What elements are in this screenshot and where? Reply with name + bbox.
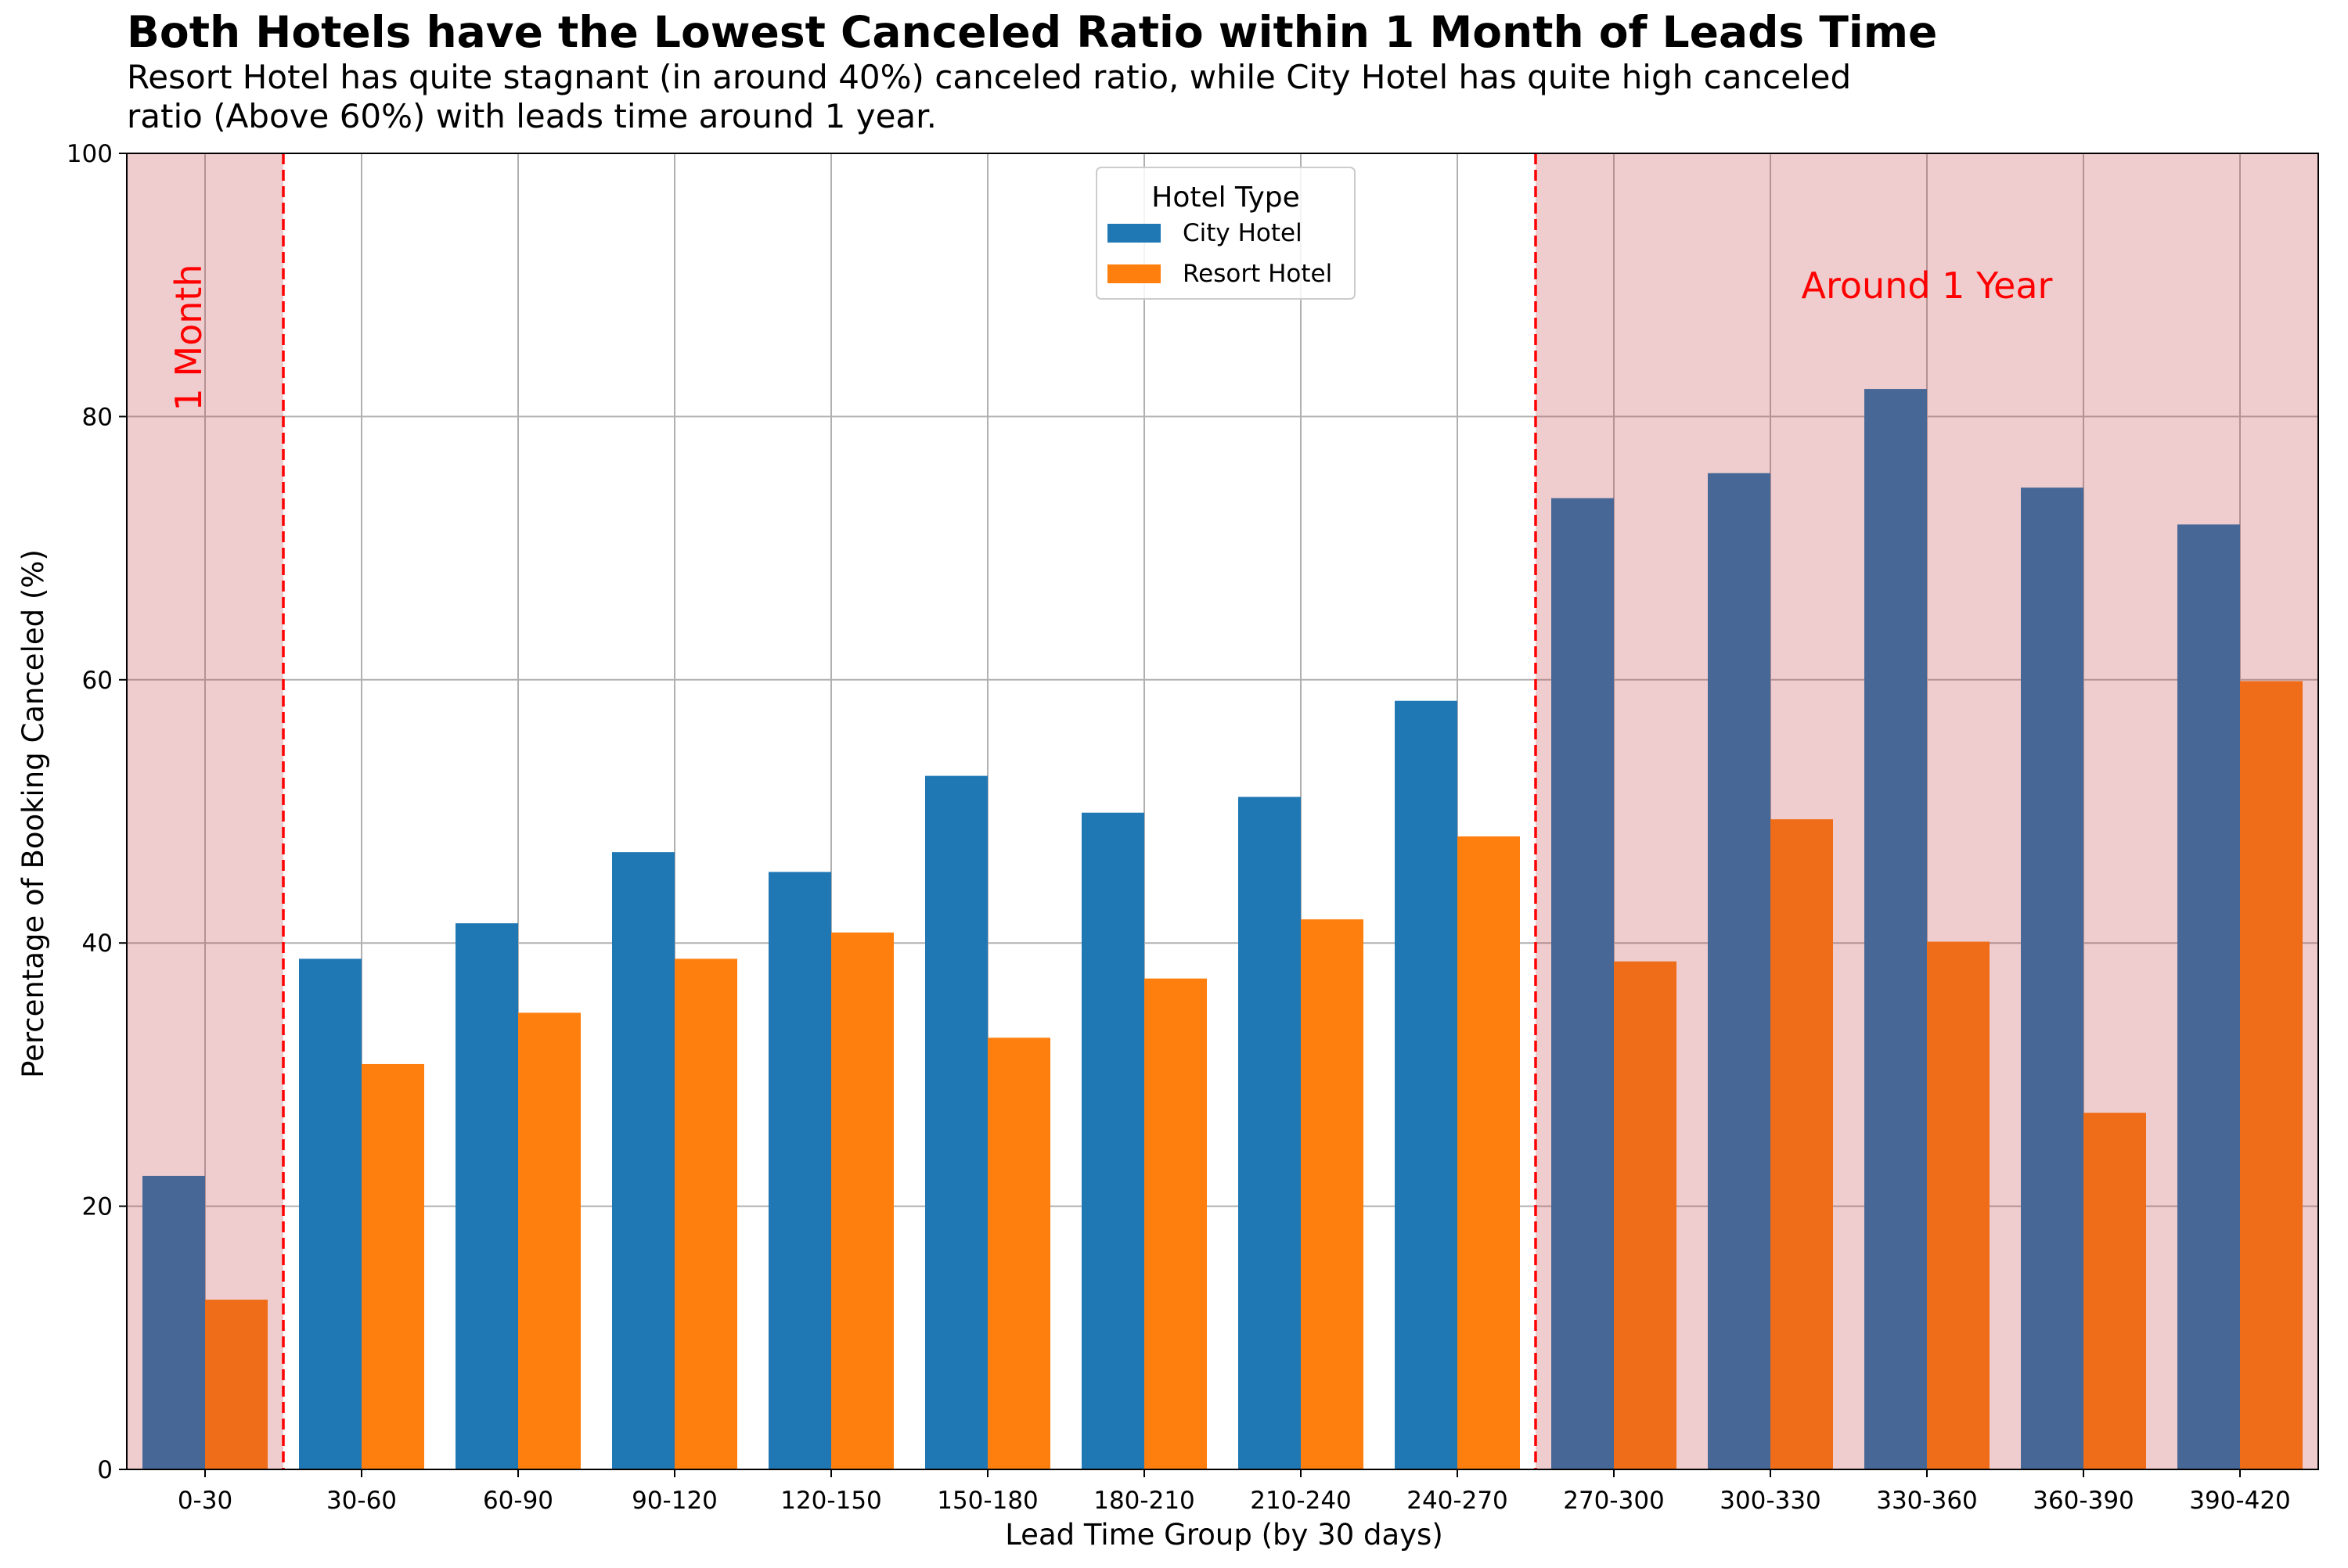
x-tick-label: 240-270 bbox=[1406, 1487, 1508, 1515]
bar-resort-hotel-60-90 bbox=[518, 1012, 581, 1469]
chart-subtitle-line-2: ratio (Above 60%) with leads time around… bbox=[127, 97, 937, 135]
x-tick-label: 150-180 bbox=[937, 1487, 1039, 1515]
bar-resort-hotel-390-420 bbox=[2240, 681, 2303, 1469]
y-axis-label: Percentage of Booking Canceled (%) bbox=[16, 549, 50, 1078]
chart-subtitle-line-1: Resort Hotel has quite stagnant (in arou… bbox=[127, 58, 1851, 96]
bar-resort-hotel-90-120 bbox=[675, 958, 737, 1469]
bar-city-hotel-0-30 bbox=[142, 1175, 205, 1469]
bar-city-hotel-180-210 bbox=[1082, 812, 1144, 1469]
chart-title: Both Hotels have the Lowest Canceled Rat… bbox=[127, 7, 1937, 57]
bar-city-hotel-360-390 bbox=[2021, 487, 2083, 1469]
bar-city-hotel-390-420 bbox=[2177, 524, 2240, 1469]
highlight-region-2 bbox=[1536, 153, 2318, 1469]
y-tick-label: 40 bbox=[82, 930, 113, 958]
bar-resort-hotel-360-390 bbox=[2083, 1113, 2146, 1469]
x-tick-label: 60-90 bbox=[483, 1487, 553, 1515]
bar-resort-hotel-30-60 bbox=[362, 1063, 424, 1469]
x-tick-label: 180-210 bbox=[1093, 1487, 1195, 1515]
bar-city-hotel-270-300 bbox=[1551, 498, 1614, 1469]
x-axis-label: Lead Time Group (by 30 days) bbox=[1005, 1518, 1443, 1552]
bar-resort-hotel-330-360 bbox=[1927, 941, 1990, 1469]
bar-city-hotel-90-120 bbox=[612, 852, 675, 1469]
region-label-1: 1 Month bbox=[167, 264, 210, 411]
plot-frame bbox=[126, 153, 2319, 1470]
plot-area: 1 Month Around 1 Year 0 20 40 60 80 100 0-30 30-6… bbox=[67, 140, 2319, 1515]
y-tick-label: 80 bbox=[82, 403, 113, 431]
x-tick-label: 270-300 bbox=[1563, 1487, 1665, 1515]
x-tick-label: 300-330 bbox=[1720, 1487, 1821, 1515]
bar-city-hotel-330-360 bbox=[1864, 389, 1927, 1469]
x-tick-label: 30-60 bbox=[326, 1487, 397, 1515]
bar-resort-hotel-270-300 bbox=[1614, 961, 1676, 1469]
legend-swatch-1 bbox=[1107, 224, 1161, 243]
bar-resort-hotel-240-270 bbox=[1457, 836, 1520, 1469]
bar-resort-hotel-150-180 bbox=[988, 1038, 1050, 1469]
x-tick-label: 390-420 bbox=[2189, 1487, 2291, 1515]
bar-resort-hotel-120-150 bbox=[831, 932, 894, 1469]
bar-city-hotel-60-90 bbox=[456, 922, 518, 1469]
bar-city-hotel-120-150 bbox=[769, 872, 831, 1469]
x-tick-label: 0-30 bbox=[178, 1487, 232, 1515]
x-tick-label: 330-360 bbox=[1876, 1487, 1978, 1515]
legend-swatch-2 bbox=[1107, 264, 1161, 283]
y-tick-label: 100 bbox=[67, 140, 113, 168]
legend-label-2: Resort Hotel bbox=[1183, 260, 1332, 288]
legend-box bbox=[1096, 167, 1356, 300]
highlight-region-1 bbox=[127, 153, 283, 1469]
bar-resort-hotel-0-30 bbox=[205, 1300, 268, 1469]
y-tick-label: 20 bbox=[82, 1193, 113, 1221]
bar-resort-hotel-210-240 bbox=[1301, 919, 1363, 1469]
bar-city-hotel-210-240 bbox=[1238, 797, 1301, 1469]
x-tick-label: 210-240 bbox=[1250, 1487, 1352, 1515]
x-tick-label: 360-390 bbox=[2033, 1487, 2134, 1515]
region-label-2: Around 1 Year bbox=[1802, 264, 2053, 307]
legend-title: Hotel Type bbox=[1151, 182, 1300, 214]
x-tick-label: 120-150 bbox=[780, 1487, 882, 1515]
bar-resort-hotel-300-330 bbox=[1770, 819, 1833, 1469]
y-tick-label: 60 bbox=[82, 667, 113, 695]
bar-resort-hotel-180-210 bbox=[1144, 978, 1207, 1469]
legend-label-1: City Hotel bbox=[1183, 219, 1302, 247]
bar-city-hotel-30-60 bbox=[299, 958, 362, 1469]
y-tick-label: 0 bbox=[97, 1456, 113, 1484]
x-tick-label: 90-120 bbox=[632, 1487, 718, 1515]
bar-city-hotel-150-180 bbox=[925, 775, 988, 1469]
bar-city-hotel-300-330 bbox=[1708, 473, 1770, 1469]
bar-city-hotel-240-270 bbox=[1395, 700, 1457, 1469]
